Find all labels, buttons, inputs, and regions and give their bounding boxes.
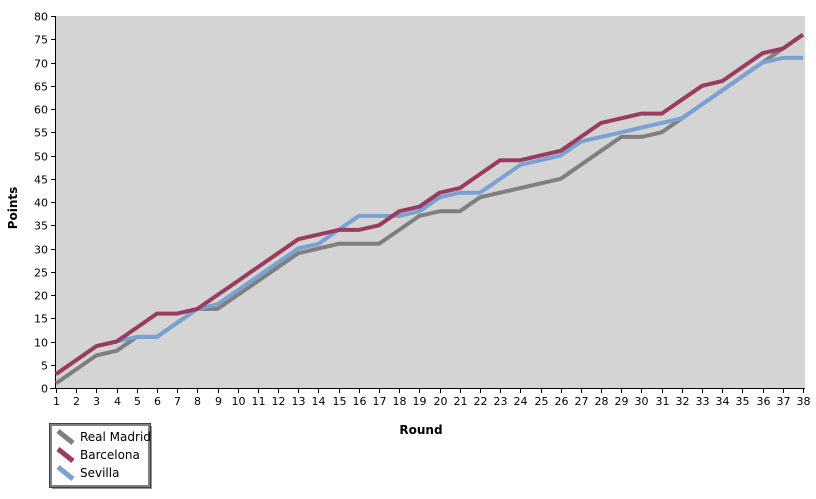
y-tick-label: 5: [41, 360, 48, 373]
x-tick-label: 19: [413, 395, 427, 408]
x-axis-title: Round: [399, 423, 442, 437]
y-axis-title: Points: [6, 187, 20, 230]
y-tick-label: 20: [34, 290, 48, 303]
y-tick-label: 65: [34, 81, 48, 94]
series-line-barcelona: [54, 32, 805, 376]
x-tick-label: 9: [215, 395, 222, 408]
x-tick-label: 33: [696, 395, 710, 408]
x-tick-label: 22: [474, 395, 488, 408]
x-tick-label: 35: [736, 395, 750, 408]
x-tick-label: 1: [53, 395, 60, 408]
legend-item-real-madrid: Real Madrid: [56, 428, 151, 446]
x-tick-label: 6: [154, 395, 161, 408]
x-tick-label: 25: [535, 395, 549, 408]
x-tick-label: 2: [73, 395, 80, 408]
x-tick-label: 20: [434, 395, 448, 408]
x-tick-label: 32: [676, 395, 690, 408]
x-tick-label: 30: [635, 395, 649, 408]
x-tick-label: 5: [134, 395, 141, 408]
x-tick-label: 4: [114, 395, 121, 408]
x-tick-label: 14: [312, 395, 326, 408]
x-tick-label: 21: [454, 395, 468, 408]
legend-line-swatch-icon: [56, 447, 75, 463]
x-tick-label: 3: [93, 395, 100, 408]
x-tick-label: 15: [333, 395, 347, 408]
y-tick-label: 60: [34, 104, 48, 117]
x-tick-label: 13: [292, 395, 306, 408]
y-tick-label: 50: [34, 151, 48, 164]
y-tick-label: 0: [41, 383, 48, 396]
x-tick-label: 36: [757, 395, 771, 408]
y-tick-label: 35: [34, 220, 48, 233]
y-tick-label: 40: [34, 197, 48, 210]
x-tick-label: 18: [393, 395, 407, 408]
legend-line-swatch-icon: [56, 465, 75, 481]
x-tick-label: 26: [555, 395, 569, 408]
x-tick-label: 16: [353, 395, 367, 408]
legend-item-barcelona: Barcelona: [56, 446, 144, 464]
x-tick-label: 23: [494, 395, 508, 408]
x-tick-label: 38: [797, 395, 811, 408]
y-tick-label: 80: [34, 11, 48, 24]
legend-line-swatch-icon: [56, 429, 75, 445]
x-tick-label: 31: [656, 395, 670, 408]
x-tick-label: 28: [595, 395, 609, 408]
x-tick-label: 17: [373, 395, 387, 408]
x-tick-label: 11: [252, 395, 266, 408]
y-tick-label: 55: [34, 127, 48, 140]
y-tick-label: 15: [34, 313, 48, 326]
legend-item-sevilla: Sevilla: [56, 464, 144, 482]
x-tick-label: 34: [716, 395, 730, 408]
x-tick-label: 24: [514, 395, 528, 408]
x-tick-label: 10: [232, 395, 246, 408]
x-tick-label: 29: [615, 395, 629, 408]
series-line-sevilla: [54, 55, 803, 376]
y-tick-label: 25: [34, 267, 48, 280]
x-tick-label: 27: [575, 395, 589, 408]
y-tick-label: 75: [34, 34, 48, 47]
legend: Real Madrid Barcelona Sevilla: [49, 423, 151, 488]
y-tick-label: 10: [34, 337, 48, 350]
y-tick-label: 45: [34, 174, 48, 187]
legend-label: Sevilla: [80, 466, 120, 480]
legend-label: Real Madrid: [80, 430, 151, 444]
x-tick-label: 8: [194, 395, 201, 408]
y-tick-label: 30: [34, 244, 48, 257]
x-tick-label: 12: [272, 395, 286, 408]
legend-label: Barcelona: [80, 448, 140, 462]
x-tick-label: 7: [174, 395, 181, 408]
x-tick-label: 37: [777, 395, 791, 408]
y-tick-label: 70: [34, 58, 48, 71]
